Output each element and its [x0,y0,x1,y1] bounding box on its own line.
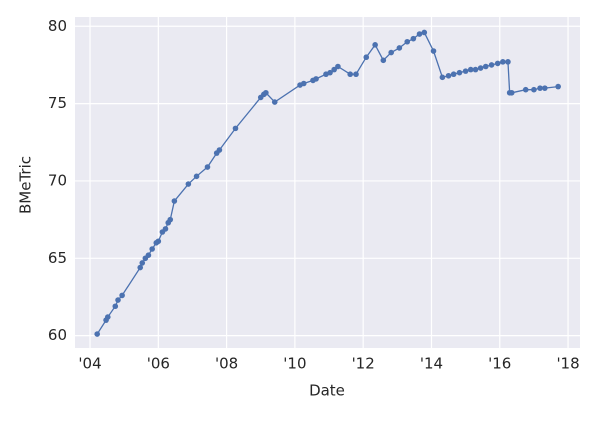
point [115,297,121,303]
point [263,89,269,96]
point [380,57,387,64]
y-tick-label: 60 [48,326,67,344]
x-tick-label: '08 [215,355,238,373]
point [149,246,155,252]
point [404,38,411,45]
point [537,85,543,91]
point [388,49,394,56]
point [137,264,144,271]
y-tick-label: 80 [48,17,67,35]
point [104,314,111,320]
point [472,66,479,73]
point [456,69,463,76]
point [467,66,474,73]
point [522,86,529,93]
point [300,80,307,87]
point [462,68,469,74]
y-tick-label: 75 [48,94,67,112]
point [372,42,378,48]
point [193,173,200,180]
plot-area [75,17,580,348]
point [410,35,417,42]
x-tick-label: '14 [420,355,443,373]
point [396,45,403,51]
point [167,216,174,223]
point [139,260,146,266]
point [445,72,452,79]
x-tick-label: '16 [488,355,511,373]
x-axis-label: Date [309,382,345,400]
x-tick-label: '18 [556,355,579,373]
point [505,59,511,65]
point [271,99,278,105]
point [477,65,484,71]
y-tick-label: 70 [48,171,67,189]
y-axis-label: BMeTric [17,156,35,214]
point [204,164,211,170]
point [555,83,561,90]
point [347,71,354,78]
x-tick-label: '04 [78,355,101,373]
point [421,29,428,36]
point [327,69,333,76]
point [232,125,239,132]
point [542,85,548,91]
point [162,226,169,232]
point [353,71,359,78]
point [335,63,341,70]
point [416,31,423,37]
point [185,181,192,187]
point [363,54,370,61]
point [531,86,537,93]
y-tick-label: 65 [48,249,67,267]
point [119,292,125,299]
x-tick-label: '10 [283,355,306,373]
point [155,238,162,245]
point [500,59,506,65]
point [112,303,119,310]
x-tick-label: '12 [352,355,375,373]
point [450,71,457,78]
point [171,198,178,204]
point [494,60,501,67]
point [439,74,446,81]
point [488,62,495,68]
point [216,147,223,153]
x-tick-label: '06 [147,355,170,373]
point [430,48,437,54]
point [313,76,319,82]
point [94,331,100,337]
point [145,252,152,258]
point [331,66,337,73]
point [508,89,515,96]
point [482,63,489,70]
